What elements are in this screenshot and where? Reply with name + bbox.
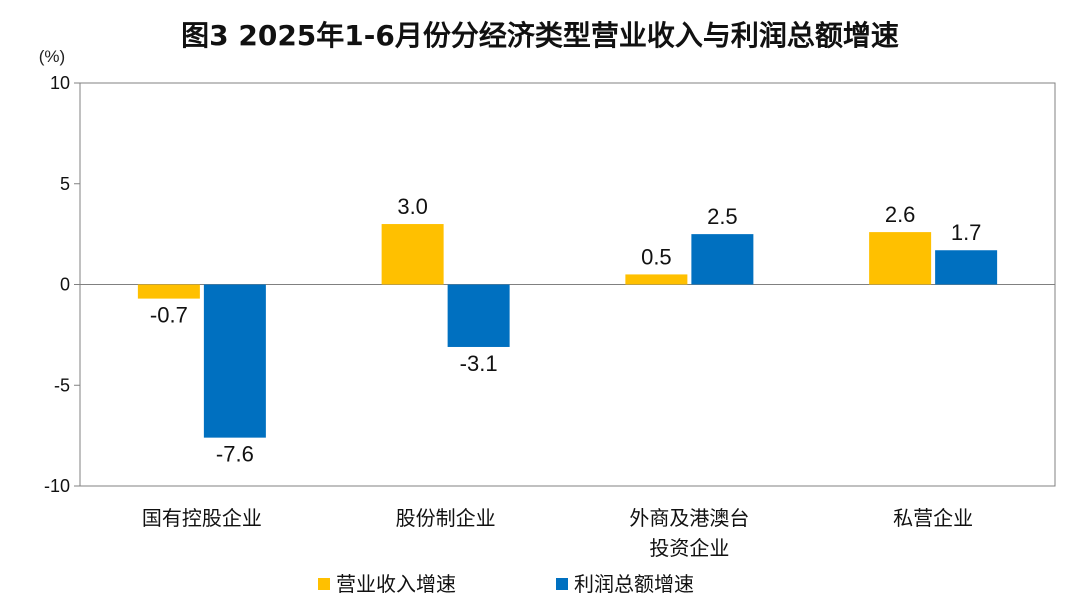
- x-category-label: 私营企业: [893, 507, 973, 530]
- bar-revenue: [381, 224, 444, 285]
- y-tick-label: 10: [50, 73, 70, 93]
- y-tick-label: 5: [60, 174, 70, 194]
- y-tick-label: -5: [54, 375, 70, 395]
- data-label: -0.7: [150, 303, 188, 328]
- x-category-label: 外商及港澳台: [629, 507, 749, 530]
- bar-revenue: [869, 232, 932, 285]
- chart-title: 图3 2025年1-6月份分经济类型营业收入与利润总额增速: [181, 19, 899, 52]
- bar-revenue: [137, 284, 200, 299]
- data-label: 1.7: [951, 220, 982, 245]
- y-tick-label: -10: [44, 476, 70, 496]
- legend-label-revenue: 营业收入增速: [336, 573, 456, 596]
- bar-profit: [203, 284, 266, 438]
- y-tick-label: 0: [60, 275, 70, 295]
- legend-swatch-profit: [556, 578, 568, 590]
- legend-swatch-revenue: [318, 578, 330, 590]
- data-label: 0.5: [641, 244, 672, 269]
- data-label: 2.5: [707, 204, 738, 229]
- data-label: -7.6: [216, 442, 254, 467]
- bar-profit: [691, 234, 754, 285]
- bar-profit: [447, 284, 510, 347]
- bar-revenue: [625, 274, 688, 285]
- x-category-label: 投资企业: [649, 537, 729, 560]
- bar-profit: [935, 250, 998, 285]
- data-label: 2.6: [885, 202, 916, 227]
- y-axis-unit-label: (%): [39, 47, 65, 66]
- legend-label-profit: 利润总额增速: [574, 573, 694, 596]
- data-label: 3.0: [397, 194, 428, 219]
- data-label: -3.1: [460, 351, 498, 376]
- x-category-label: 国有控股企业: [142, 507, 262, 530]
- x-category-label: 股份制企业: [396, 507, 496, 530]
